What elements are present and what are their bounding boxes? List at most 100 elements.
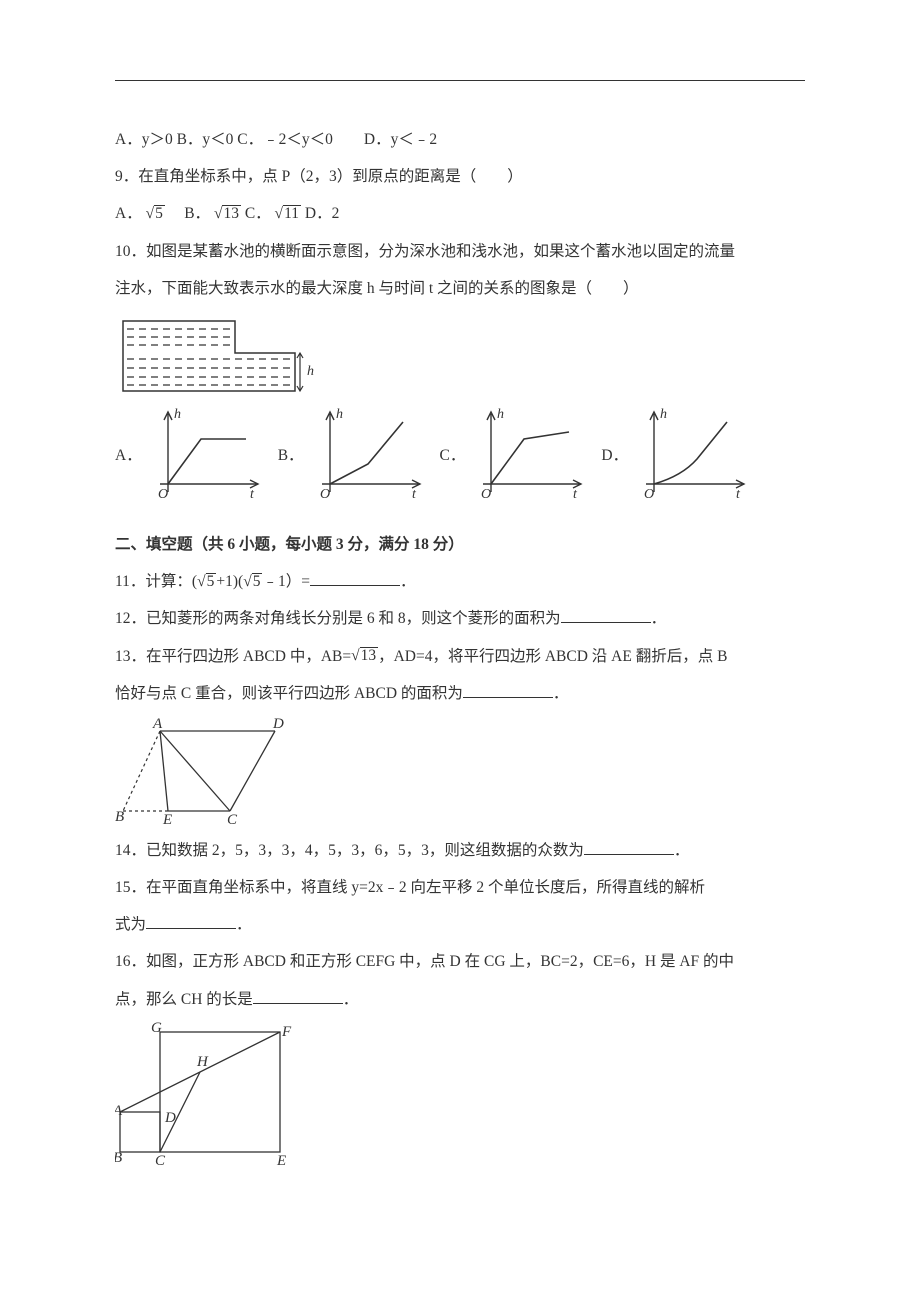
sqrt-icon: √5 [146,195,165,232]
q13-line2: 恰好与点 C 重合，则该平行四边形 ABCD 的面积为 ． [115,675,805,712]
q15-line1: 15．在平面直角坐标系中，将直线 y=2x﹣2 向左平移 2 个单位长度后，所得… [115,869,805,906]
q9-b-radicand: 13 [222,205,241,222]
sqrt-icon: √11 [275,195,301,232]
q13-line2-pre: 恰好与点 C 重合，则该平行四边形 ABCD 的面积为 [115,685,463,702]
spacer [115,512,805,526]
q16-line1: 16．如图，正方形 ABCD 和正方形 CEFG 中，点 D 在 CG 上，BC… [115,943,805,980]
q11-mid: +1)( [216,573,243,590]
q10-opt-b-graph: h O t [308,404,428,504]
q10-option-row: A． h O t B． h O t [115,404,805,504]
q10-opt-d: D． h O t [601,404,752,504]
q13-pre: 13．在平行四边形 ABCD 中，AB= [115,648,351,665]
q9-c-prefix: C． [245,205,271,222]
svg-text:B: B [115,1150,122,1166]
svg-text:D: D [272,716,284,732]
fill-blank [310,570,400,587]
svg-text:G: G [151,1022,162,1036]
fill-blank [463,681,553,698]
q14-tail: ． [674,842,690,859]
svg-text:C: C [155,1153,166,1167]
svg-text:h: h [660,407,667,422]
fill-blank [584,838,674,855]
q13-line1: 13．在平行四边形 ABCD 中，AB=√13，AD=4，将平行四边形 ABCD… [115,638,805,675]
q11-r2: 5 [252,573,263,590]
q10-opt-b: B． h O t [278,404,428,504]
fill-blank [561,607,651,624]
q10-opt-b-letter: B． [278,437,304,474]
top-rule [115,80,805,81]
q11: 11．计算：(√5+1)(√5﹣1）=． [115,563,805,600]
q11-tail: ． [400,573,416,590]
sqrt-icon: √13 [214,195,241,232]
q16-line2-tail: ． [343,991,359,1008]
svg-text:t: t [412,487,417,502]
pool-diagram: h [115,313,805,398]
svg-text:E: E [276,1153,286,1167]
q13-r: 13 [360,647,379,664]
q11-pre: 11．计算：( [115,573,197,590]
fill-blank [253,987,343,1004]
q10-opt-c: C． h O t [440,404,590,504]
svg-text:h: h [174,407,181,422]
q10-opt-d-graph: h O t [632,404,752,504]
svg-text:O: O [320,487,330,502]
q9-a-radicand: 5 [154,205,165,222]
q12-tail: ． [651,610,667,627]
q9-d: D．2 [305,205,339,222]
q10-opt-c-letter: C． [440,437,466,474]
q15-line2-pre: 式为 [115,916,146,933]
svg-text:t: t [573,487,578,502]
q15-tail: ． [236,916,252,933]
q9-stem: 9．在直角坐标系中，点 P（2，3）到原点的距离是（ ） [115,158,805,195]
sqrt-icon: √13 [351,637,378,674]
svg-text:D: D [164,1110,176,1126]
svg-text:B: B [115,809,124,825]
svg-text:E: E [162,812,172,826]
document-page: A．y＞0 B．y＜0 C．﹣2＜y＜0 D．y＜﹣2 9．在直角坐标系中，点 … [0,0,920,1231]
q14-pre: 14．已知数据 2，5，3，3，4，5，3，6，5，3，则这组数据的众数为 [115,842,584,859]
svg-text:H: H [196,1054,209,1070]
pool-h-label: h [307,364,314,379]
q9-c-radicand: 11 [283,205,301,222]
q9-options: A． √5 B． √13 C． √11 D．2 [115,195,805,232]
q13-tail: ． [553,685,569,702]
q16-line2: 点，那么 CH 的长是 ． [115,981,805,1018]
svg-text:O: O [481,487,491,502]
q16-line2-pre: 点，那么 CH 的长是 [115,991,253,1008]
q10-opt-c-graph: h O t [469,404,589,504]
q10-stem-line2: 注水，下面能大致表示水的最大深度 h 与时间 t 之间的关系的图象是（ ） [115,270,805,307]
svg-text:t: t [736,487,741,502]
svg-text:h: h [336,407,343,422]
q9-a-prefix: A． [115,205,142,222]
q12: 12．已知菱形的两条对角线长分别是 6 和 8，则这个菱形的面积为 ． [115,600,805,637]
svg-text:A: A [115,1103,123,1119]
q9-b-prefix: B． [169,205,210,222]
q16-figure: A B C D E F G H [115,1022,805,1167]
svg-text:A: A [152,716,163,732]
svg-text:O: O [158,487,168,502]
q13-figure: A D B E C [115,716,805,826]
sqrt-icon: √5 [197,563,216,600]
q10-opt-a: A． h O t [115,404,266,504]
sqrt-icon: √5 [243,563,262,600]
fill-blank [146,913,236,930]
q11-r1: 5 [206,573,217,590]
section2-heading: 二、填空题（共 6 小题，每小题 3 分，满分 18 分） [115,526,805,563]
svg-text:h: h [497,407,504,422]
q16-svg: A B C D E F G H [115,1022,295,1167]
q12-pre: 12．已知菱形的两条对角线长分别是 6 和 8，则这个菱形的面积为 [115,610,561,627]
pool-svg: h [115,313,315,398]
q10-opt-a-letter: A． [115,437,142,474]
q15-line2: 式为 ． [115,906,805,943]
q8-options: A．y＞0 B．y＜0 C．﹣2＜y＜0 D．y＜﹣2 [115,121,805,158]
q10-stem-line1: 10．如图是某蓄水池的横断面示意图，分为深水池和浅水池，如果这个蓄水池以固定的流… [115,233,805,270]
svg-text:O: O [644,487,654,502]
q10-opt-a-graph: h O t [146,404,266,504]
q14: 14．已知数据 2，5，3，3，4，5，3，6，5，3，则这组数据的众数为 ． [115,832,805,869]
q10-opt-d-letter: D． [601,437,628,474]
svg-text:t: t [250,487,255,502]
q11-post: ﹣1）= [262,573,310,590]
svg-text:F: F [281,1024,292,1040]
q13-svg: A D B E C [115,716,290,826]
q13-mid: ，AD=4，将平行四边形 ABCD 沿 AE 翻折后，点 B [378,648,727,665]
